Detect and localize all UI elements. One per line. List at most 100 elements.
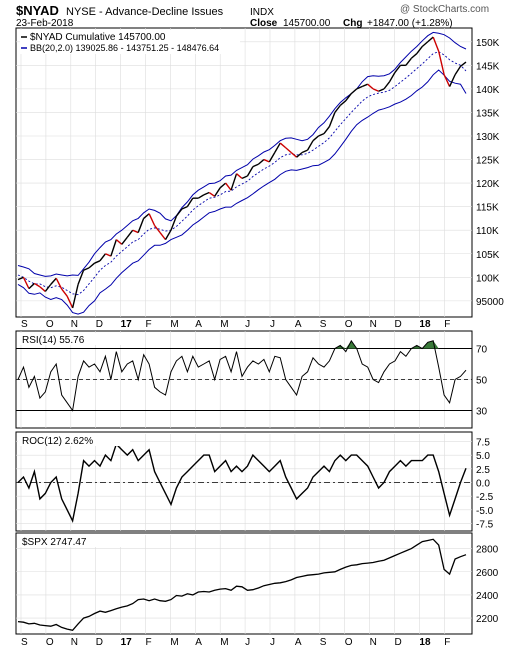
price-line-segment — [328, 112, 336, 127]
month-tick-label: A — [295, 319, 302, 330]
price-line-segment — [105, 253, 112, 257]
roc-y-tick-label: -5.0 — [476, 506, 494, 517]
main-y-tick-label: 130K — [476, 132, 500, 143]
price-line-segment — [274, 142, 281, 153]
price-line-segment — [94, 260, 101, 264]
price-line-segment — [121, 236, 128, 245]
month-tick-label: J — [270, 319, 275, 330]
exchange-label: INDX — [250, 7, 274, 18]
month-tick-label: 18 — [419, 637, 431, 648]
main-panel-plot — [17, 31, 467, 315]
month-tick-label: D — [96, 637, 103, 648]
price-line-segment — [170, 215, 178, 231]
main-y-tick-label: 120K — [476, 179, 500, 190]
price-line-segment — [296, 151, 303, 158]
month-tick-label: J — [270, 637, 275, 648]
price-line-segment — [285, 147, 292, 154]
spx-legend-box — [18, 535, 130, 547]
price-line-segment — [438, 51, 445, 75]
rsi-overbought-fill — [334, 340, 439, 349]
close-label: Close — [250, 18, 278, 29]
month-tick-label: A — [195, 637, 202, 648]
main-y-tick-label: 115K — [476, 203, 499, 214]
price-line-segment — [83, 267, 90, 271]
rsi-legend-box — [18, 333, 130, 345]
roc-y-tick-label: 2.5 — [476, 465, 490, 476]
price-line-segment — [345, 93, 352, 102]
price-line-segment — [367, 83, 374, 90]
price-line-segment — [454, 65, 462, 76]
roc-y-tick-label: -2.5 — [476, 492, 494, 503]
watermark: @ StockCharts.com — [400, 4, 489, 15]
price-line-segment — [110, 239, 118, 257]
price-line-segment — [410, 53, 418, 59]
price-line-segment — [214, 187, 221, 197]
main-y-tick-label: 95000 — [476, 297, 504, 308]
price-line-segment — [421, 41, 429, 48]
month-tick-label: N — [370, 637, 377, 648]
price-line-segment — [318, 132, 325, 137]
main-y-tick-label: 100K — [476, 273, 500, 284]
price-line-segment — [372, 88, 379, 92]
month-tick-label: M — [170, 319, 178, 330]
spx-label: $SPX 2747.47 — [22, 537, 87, 548]
month-tick-label: F — [146, 319, 152, 330]
price-line-segment — [17, 276, 24, 281]
month-tick-label: S — [21, 637, 28, 648]
price-line-segment — [339, 100, 347, 106]
main-panel-frame — [15, 27, 473, 318]
price-line-segment — [154, 225, 161, 233]
price-line-segment — [301, 149, 308, 154]
price-line-segment — [28, 282, 35, 290]
spx-line — [17, 538, 467, 632]
bollinger-middle-band — [17, 51, 467, 296]
price-line-segment — [394, 64, 401, 73]
month-tick-label: F — [146, 637, 152, 648]
roc-y-tick-label: -7.5 — [476, 520, 494, 531]
month-tick-label: O — [46, 637, 54, 648]
price-line-segment — [132, 229, 139, 234]
price-line-segment — [361, 83, 368, 88]
month-tick-label: 17 — [121, 319, 133, 330]
price-line-segment — [312, 135, 319, 142]
price-line-segment — [263, 158, 270, 163]
price-line-segment — [257, 159, 265, 165]
price-line-segment — [99, 253, 106, 262]
chart-date: 23-Feb-2018 — [16, 18, 74, 29]
month-tick-label: M — [170, 637, 178, 648]
price-line-segment — [50, 277, 57, 285]
rsi-line — [17, 339, 467, 412]
month-tick-label: O — [345, 319, 353, 330]
axis-labels: S O N D 17 F M A M J J A S O N D 18 F S O N D 17 F M A M J J A S O N D 18 F… — [21, 38, 504, 648]
price-line-segment — [252, 163, 259, 168]
main-y-tick-label: 140K — [476, 85, 500, 96]
spx-y-tick-label: 2200 — [476, 614, 499, 625]
month-tick-label: S — [320, 637, 327, 648]
price-line-segment — [137, 218, 145, 233]
price-line-segment — [383, 81, 391, 90]
price-line-segment — [71, 284, 79, 309]
price-line-segment — [350, 88, 358, 95]
roc-legend-box — [18, 434, 130, 446]
legend-price: $NYAD Cumulative 145700.00 — [30, 32, 166, 43]
roc-label: ROC(12) 2.62% — [22, 436, 93, 447]
price-line-segment — [175, 208, 183, 217]
price-line-segment — [460, 61, 467, 67]
price-line-segment — [203, 191, 210, 196]
price-line-segment — [143, 213, 150, 219]
price-line-segment — [388, 72, 396, 83]
price-line-segment — [290, 151, 298, 158]
price-line-segment — [416, 46, 423, 54]
price-line-segment — [306, 140, 314, 151]
month-tick-label: D — [96, 319, 103, 330]
main-legend-box — [20, 30, 240, 54]
price-line-segment — [22, 277, 30, 289]
price-line-segment — [181, 206, 188, 210]
roc-line — [17, 442, 467, 523]
rsi-label: RSI(14) 55.76 — [22, 335, 85, 346]
month-tick-label: D — [395, 319, 402, 330]
price-line-segment — [197, 194, 205, 199]
price-line-segment — [236, 173, 243, 179]
bollinger-lower-band — [17, 69, 467, 315]
